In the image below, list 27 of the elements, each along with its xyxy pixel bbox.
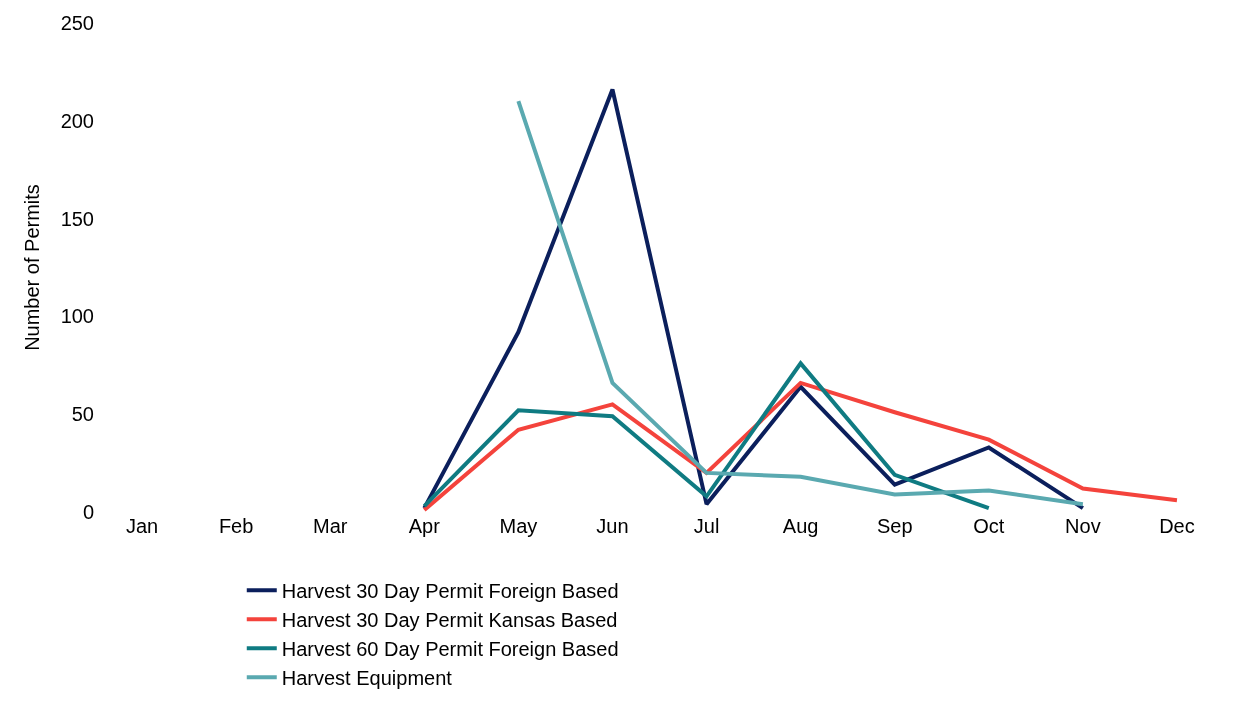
x-tick-label: Oct <box>973 515 1005 537</box>
legend-label: Harvest 60 Day Permit Foreign Based <box>281 637 619 660</box>
x-tick-label: Jan <box>125 515 159 537</box>
legend-label: Harvest Equipment <box>281 666 453 689</box>
legend-label: Harvest 30 Day Permit Foreign Based <box>281 579 619 602</box>
x-tick-label: Feb <box>218 515 254 537</box>
line-series <box>422 87 1085 511</box>
x-tick-label: Nov <box>1065 515 1101 537</box>
y-tick-label: 50 <box>71 403 94 426</box>
y-tick-label: 250 <box>60 12 94 34</box>
x-tick-label: May <box>499 515 538 537</box>
x-tick-label: Apr <box>408 515 441 537</box>
x-tick-label: Jul <box>693 515 720 537</box>
y-tick-label: 200 <box>60 109 94 132</box>
x-tick-label: Aug <box>782 515 819 537</box>
line-series <box>422 361 991 511</box>
line-series <box>422 380 1179 512</box>
y-axis-title: Number of Permits <box>21 184 44 351</box>
y-tick-label: 0 <box>82 501 94 523</box>
x-tick-label: Sep <box>876 515 913 537</box>
x-tick-label: Dec <box>1159 515 1195 537</box>
x-tick-label: Mar <box>312 515 348 537</box>
y-tick-label: 100 <box>60 305 94 328</box>
legend-label: Harvest 30 Day Permit Kansas Based <box>281 608 618 631</box>
x-tick-label: Jun <box>596 515 629 537</box>
line-series <box>516 99 1085 507</box>
y-tick-label: 150 <box>60 207 94 230</box>
